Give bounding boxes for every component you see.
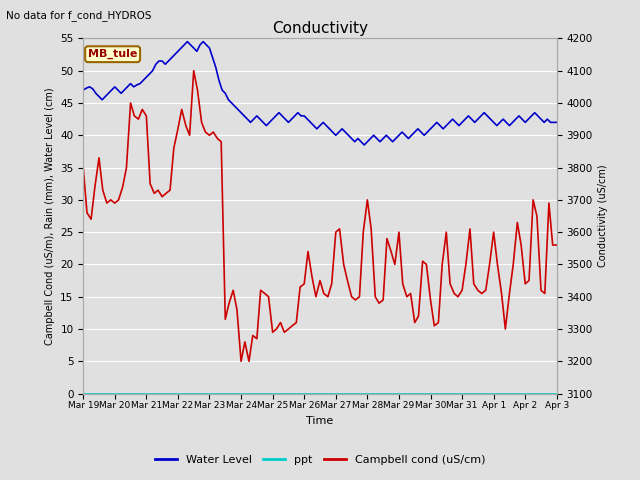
Campbell cond (uS/cm) — [194, 87, 202, 93]
Water Level — [313, 126, 321, 132]
Line: Water Level: Water Level — [83, 42, 557, 145]
Campbell cond (uS/cm) — [79, 165, 87, 170]
Water Level — [386, 136, 394, 142]
Campbell cond (uS/cm) — [529, 197, 537, 203]
Campbell cond (uS/cm) — [289, 323, 296, 329]
Text: No data for f_cond_HYDROS: No data for f_cond_HYDROS — [6, 10, 152, 21]
Water Level — [373, 136, 381, 142]
X-axis label: Time: Time — [307, 416, 333, 426]
Campbell cond (uS/cm) — [383, 236, 391, 241]
Water Level — [79, 87, 87, 93]
Water Level — [550, 120, 557, 125]
Water Level — [184, 39, 191, 45]
Campbell cond (uS/cm) — [237, 359, 245, 364]
Campbell cond (uS/cm) — [190, 68, 198, 73]
Y-axis label: Conductivity (uS/cm): Conductivity (uS/cm) — [598, 165, 609, 267]
Water Level — [417, 129, 425, 135]
Campbell cond (uS/cm) — [127, 100, 134, 106]
Campbell cond (uS/cm) — [553, 242, 561, 248]
Water Level — [360, 142, 368, 148]
Campbell cond (uS/cm) — [407, 290, 415, 296]
Legend: Water Level, ppt, Campbell cond (uS/cm): Water Level, ppt, Campbell cond (uS/cm) — [150, 451, 490, 469]
Y-axis label: Campbell Cond (uS/m), Rain (mm), Water Level (cm): Campbell Cond (uS/m), Rain (mm), Water L… — [45, 87, 54, 345]
Water Level — [553, 120, 561, 125]
Title: Conductivity: Conductivity — [272, 21, 368, 36]
Line: Campbell cond (uS/cm): Campbell cond (uS/cm) — [83, 71, 557, 361]
Water Level — [250, 116, 257, 122]
Text: MB_tule: MB_tule — [88, 49, 138, 60]
